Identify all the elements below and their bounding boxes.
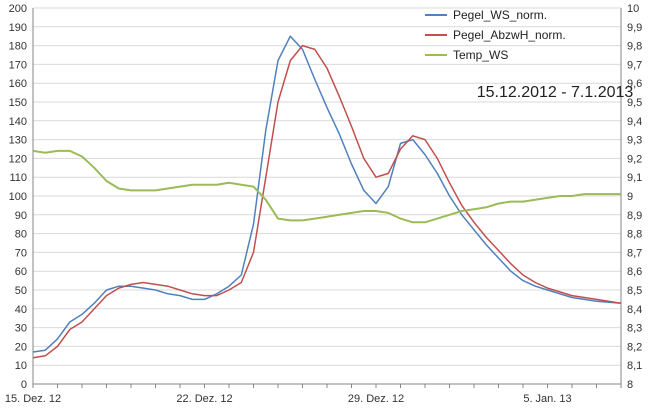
y2-tick-label: 9,5 [627, 97, 642, 109]
y-tick-label: 0 [21, 379, 27, 391]
y2-tick-label: 8,4 [627, 304, 642, 316]
y-tick-label: 70 [15, 247, 27, 259]
x-tick-label: 29. Dez. 12 [348, 393, 404, 405]
y-tick-label: 80 [15, 229, 27, 241]
series-line-0 [32, 35, 622, 353]
y-tick-label: 40 [15, 304, 27, 316]
y2-tick-label: 8,9 [627, 210, 642, 222]
y2-tick-label: 8,8 [627, 229, 642, 241]
y2-tick-label: 8,1 [627, 360, 642, 372]
x-tick-label: 15. Dez. 12 [5, 393, 61, 405]
date-range-annotation: 15.12.2012 - 7.1.2013 [477, 84, 634, 101]
y-tick-label: 180 [9, 41, 27, 53]
y2-tick-label: 8 [627, 379, 633, 391]
y-tick-label: 30 [15, 323, 27, 335]
legend-label: Temp_WS [453, 48, 508, 62]
y2-tick-label: 9,6 [627, 78, 642, 90]
y2-tick-label: 8,5 [627, 285, 642, 297]
y2-tick-label: 8,6 [627, 266, 642, 278]
y2-tick-label: 8,2 [627, 341, 642, 353]
y2-tick-label: 9,7 [627, 59, 642, 71]
y-tick-label: 160 [9, 78, 27, 90]
series-line-2 [32, 149, 621, 224]
y2-tick-label: 9,4 [627, 116, 642, 128]
y-tick-label: 100 [9, 191, 27, 203]
series-line-1 [32, 44, 622, 359]
x-tick-label: 22. Dez. 12 [176, 393, 232, 405]
y2-tick-label: 9,2 [627, 153, 642, 165]
y-tick-label: 200 [9, 3, 27, 15]
y-tick-label: 170 [9, 59, 27, 71]
y-tick-label: 60 [15, 266, 27, 278]
y-tick-label: 150 [9, 97, 27, 109]
y-tick-label: 190 [9, 22, 27, 34]
y2-tick-label: 9,1 [627, 172, 642, 184]
y2-tick-label: 10 [627, 3, 639, 15]
y-tick-label: 130 [9, 135, 27, 147]
y2-tick-label: 9,8 [627, 41, 642, 53]
x-tick-label: 5. Jan. 13 [523, 393, 571, 405]
y2-tick-label: 9 [627, 191, 633, 203]
legend-label: Pegel_AbzwH_norm. [453, 28, 566, 42]
y-tick-label: 50 [15, 285, 27, 297]
y-tick-label: 90 [15, 210, 27, 222]
y-tick-label: 140 [9, 116, 27, 128]
y2-tick-label: 8,3 [627, 323, 642, 335]
y-tick-label: 20 [15, 341, 27, 353]
y-tick-label: 10 [15, 360, 27, 372]
y2-tick-label: 9,9 [627, 22, 642, 34]
legend-label: Pegel_WS_norm. [453, 8, 547, 22]
y-tick-label: 110 [9, 172, 27, 184]
y2-tick-label: 9,3 [627, 135, 642, 147]
y2-tick-label: 8,7 [627, 247, 642, 259]
y-tick-label: 120 [9, 153, 27, 165]
